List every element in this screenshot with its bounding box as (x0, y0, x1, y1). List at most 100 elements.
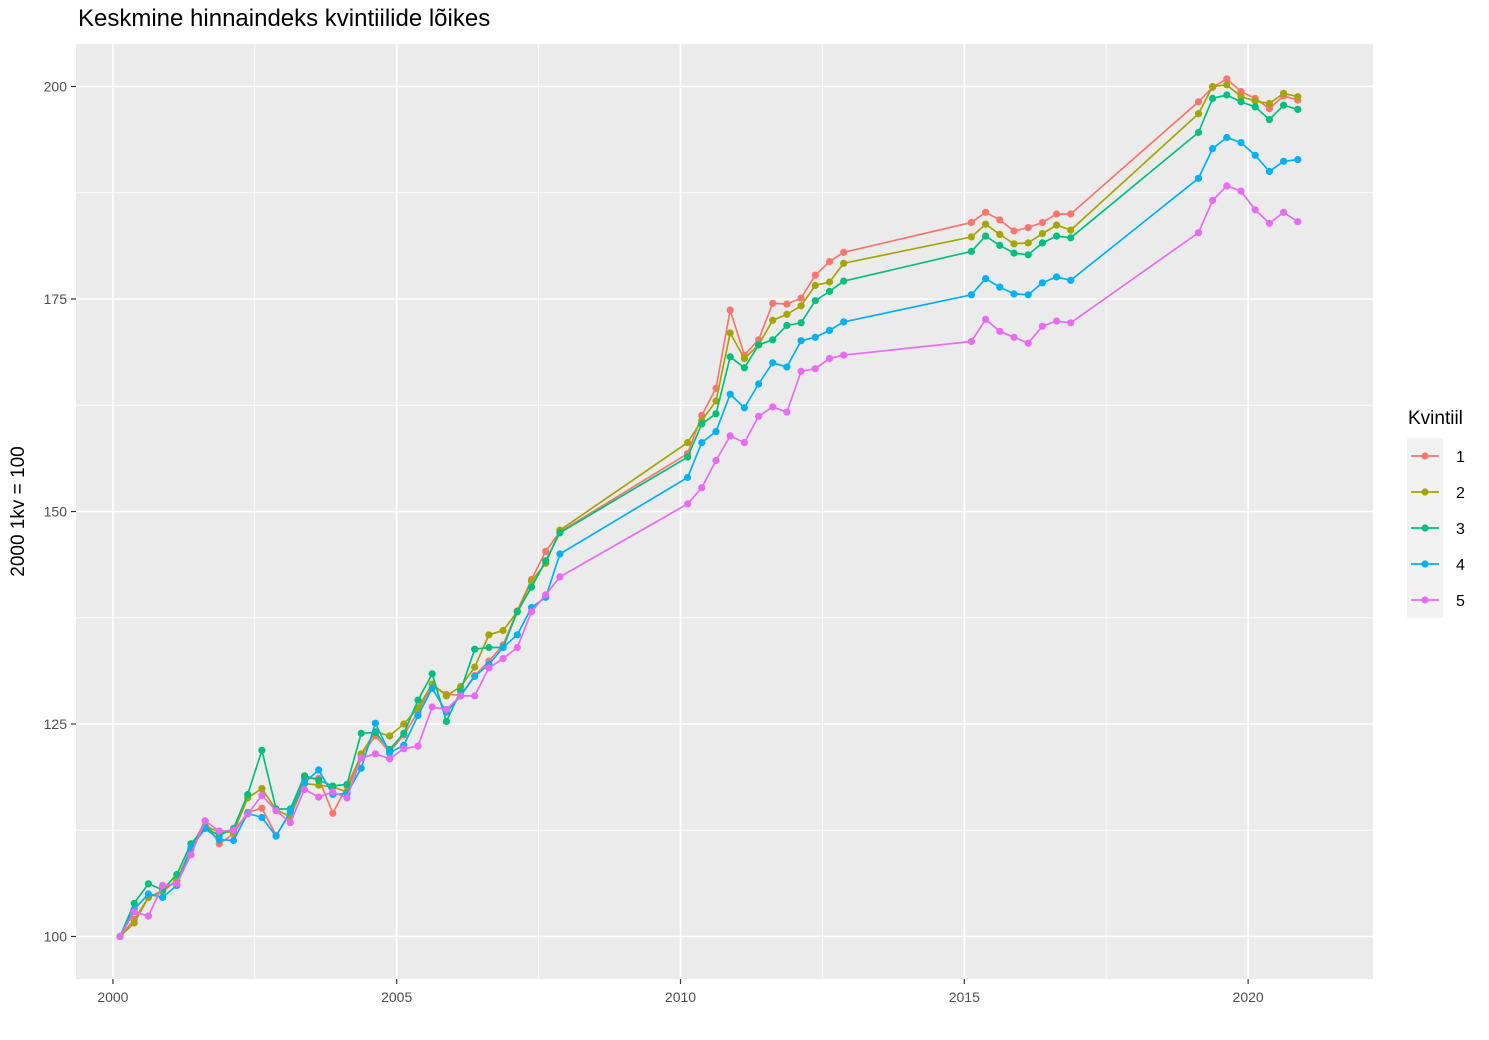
y-axis-title: 2000 1kv = 100 (8, 446, 29, 576)
data-point (811, 297, 819, 305)
data-point (542, 557, 550, 565)
data-point (229, 826, 238, 834)
data-point (1209, 94, 1217, 102)
data-point (527, 583, 536, 591)
data-point (286, 819, 294, 827)
data-point (698, 420, 706, 428)
data-point (343, 780, 351, 788)
data-point (329, 788, 337, 796)
data-point (1038, 322, 1046, 330)
data-point (825, 287, 834, 295)
x-tick-label: 2005 (381, 989, 412, 1005)
data-point (783, 363, 791, 371)
data-point (1294, 156, 1302, 164)
data-point (442, 692, 450, 700)
data-point (1251, 206, 1259, 214)
data-point (400, 729, 408, 737)
data-point (173, 880, 181, 888)
data-point (1209, 82, 1217, 91)
data-point (982, 315, 990, 323)
data-point (1265, 105, 1273, 113)
data-point (783, 300, 791, 308)
legend-title: Kvintiil (1408, 408, 1463, 429)
data-point (300, 779, 309, 787)
data-point (783, 310, 791, 318)
legend-label: 5 (1456, 593, 1465, 610)
data-point (1067, 234, 1075, 242)
data-point (386, 732, 394, 740)
data-point (783, 321, 791, 329)
legend-key-point (1421, 596, 1429, 604)
data-point (357, 764, 365, 772)
data-point (1038, 218, 1046, 227)
data-point (967, 247, 976, 255)
data-point (329, 782, 337, 790)
data-point (1237, 93, 1245, 101)
legend-key-point (1421, 524, 1429, 532)
data-point (1053, 317, 1061, 325)
data-point (1053, 221, 1061, 229)
legend-label: 4 (1456, 557, 1465, 574)
data-point (825, 278, 834, 286)
data-point (1024, 339, 1032, 347)
data-point (300, 772, 309, 780)
data-point (499, 626, 507, 635)
data-point (400, 720, 408, 728)
data-point (371, 719, 379, 727)
x-tick-label: 2000 (97, 989, 128, 1005)
data-point (840, 318, 848, 326)
data-point (698, 484, 706, 492)
data-point (1067, 276, 1075, 284)
data-point (996, 283, 1004, 291)
data-point (996, 230, 1004, 238)
y-axis: 100 125 150 175 200 (44, 79, 76, 945)
data-point (457, 692, 465, 700)
data-point (769, 316, 777, 324)
data-point (315, 793, 323, 801)
data-point (769, 299, 777, 307)
data-point (982, 208, 990, 216)
data-point (684, 500, 692, 508)
data-point (712, 397, 720, 405)
data-point (1237, 88, 1245, 96)
data-point (144, 890, 152, 898)
data-point (258, 746, 266, 754)
legend-item-1: 1 (1411, 449, 1465, 466)
data-point (769, 359, 777, 367)
data-point (414, 711, 422, 720)
data-point (1209, 196, 1217, 204)
data-point (499, 655, 507, 663)
data-point (740, 364, 749, 372)
chart-title: Keskmine hinnaindeks kvintiilide lõikes (78, 5, 491, 32)
legend-item-4: 4 (1411, 557, 1465, 574)
data-point (258, 791, 266, 800)
y-tick-label: 200 (44, 79, 68, 95)
legend-key-point (1421, 488, 1429, 496)
data-point (343, 794, 351, 802)
data-point (797, 319, 805, 327)
data-point (1280, 89, 1288, 97)
data-point (1010, 333, 1018, 341)
data-point (130, 899, 138, 907)
data-point (1280, 208, 1288, 216)
data-point (1223, 133, 1231, 142)
data-point (769, 336, 777, 344)
data-point (712, 410, 720, 418)
data-point (1038, 279, 1046, 287)
data-point (1053, 232, 1061, 240)
data-point (442, 717, 450, 726)
data-point (769, 403, 777, 411)
data-point (414, 742, 422, 750)
data-point (485, 664, 493, 672)
data-point (1038, 239, 1046, 247)
y-tick-label: 175 (44, 291, 68, 307)
data-point (982, 220, 990, 228)
y-tick-label: 125 (44, 716, 68, 732)
data-point (556, 529, 564, 537)
data-point (1251, 151, 1259, 159)
data-point (542, 591, 550, 599)
data-point (1067, 210, 1075, 218)
data-point (315, 781, 323, 789)
data-point (1010, 249, 1018, 257)
data-point (499, 643, 507, 652)
